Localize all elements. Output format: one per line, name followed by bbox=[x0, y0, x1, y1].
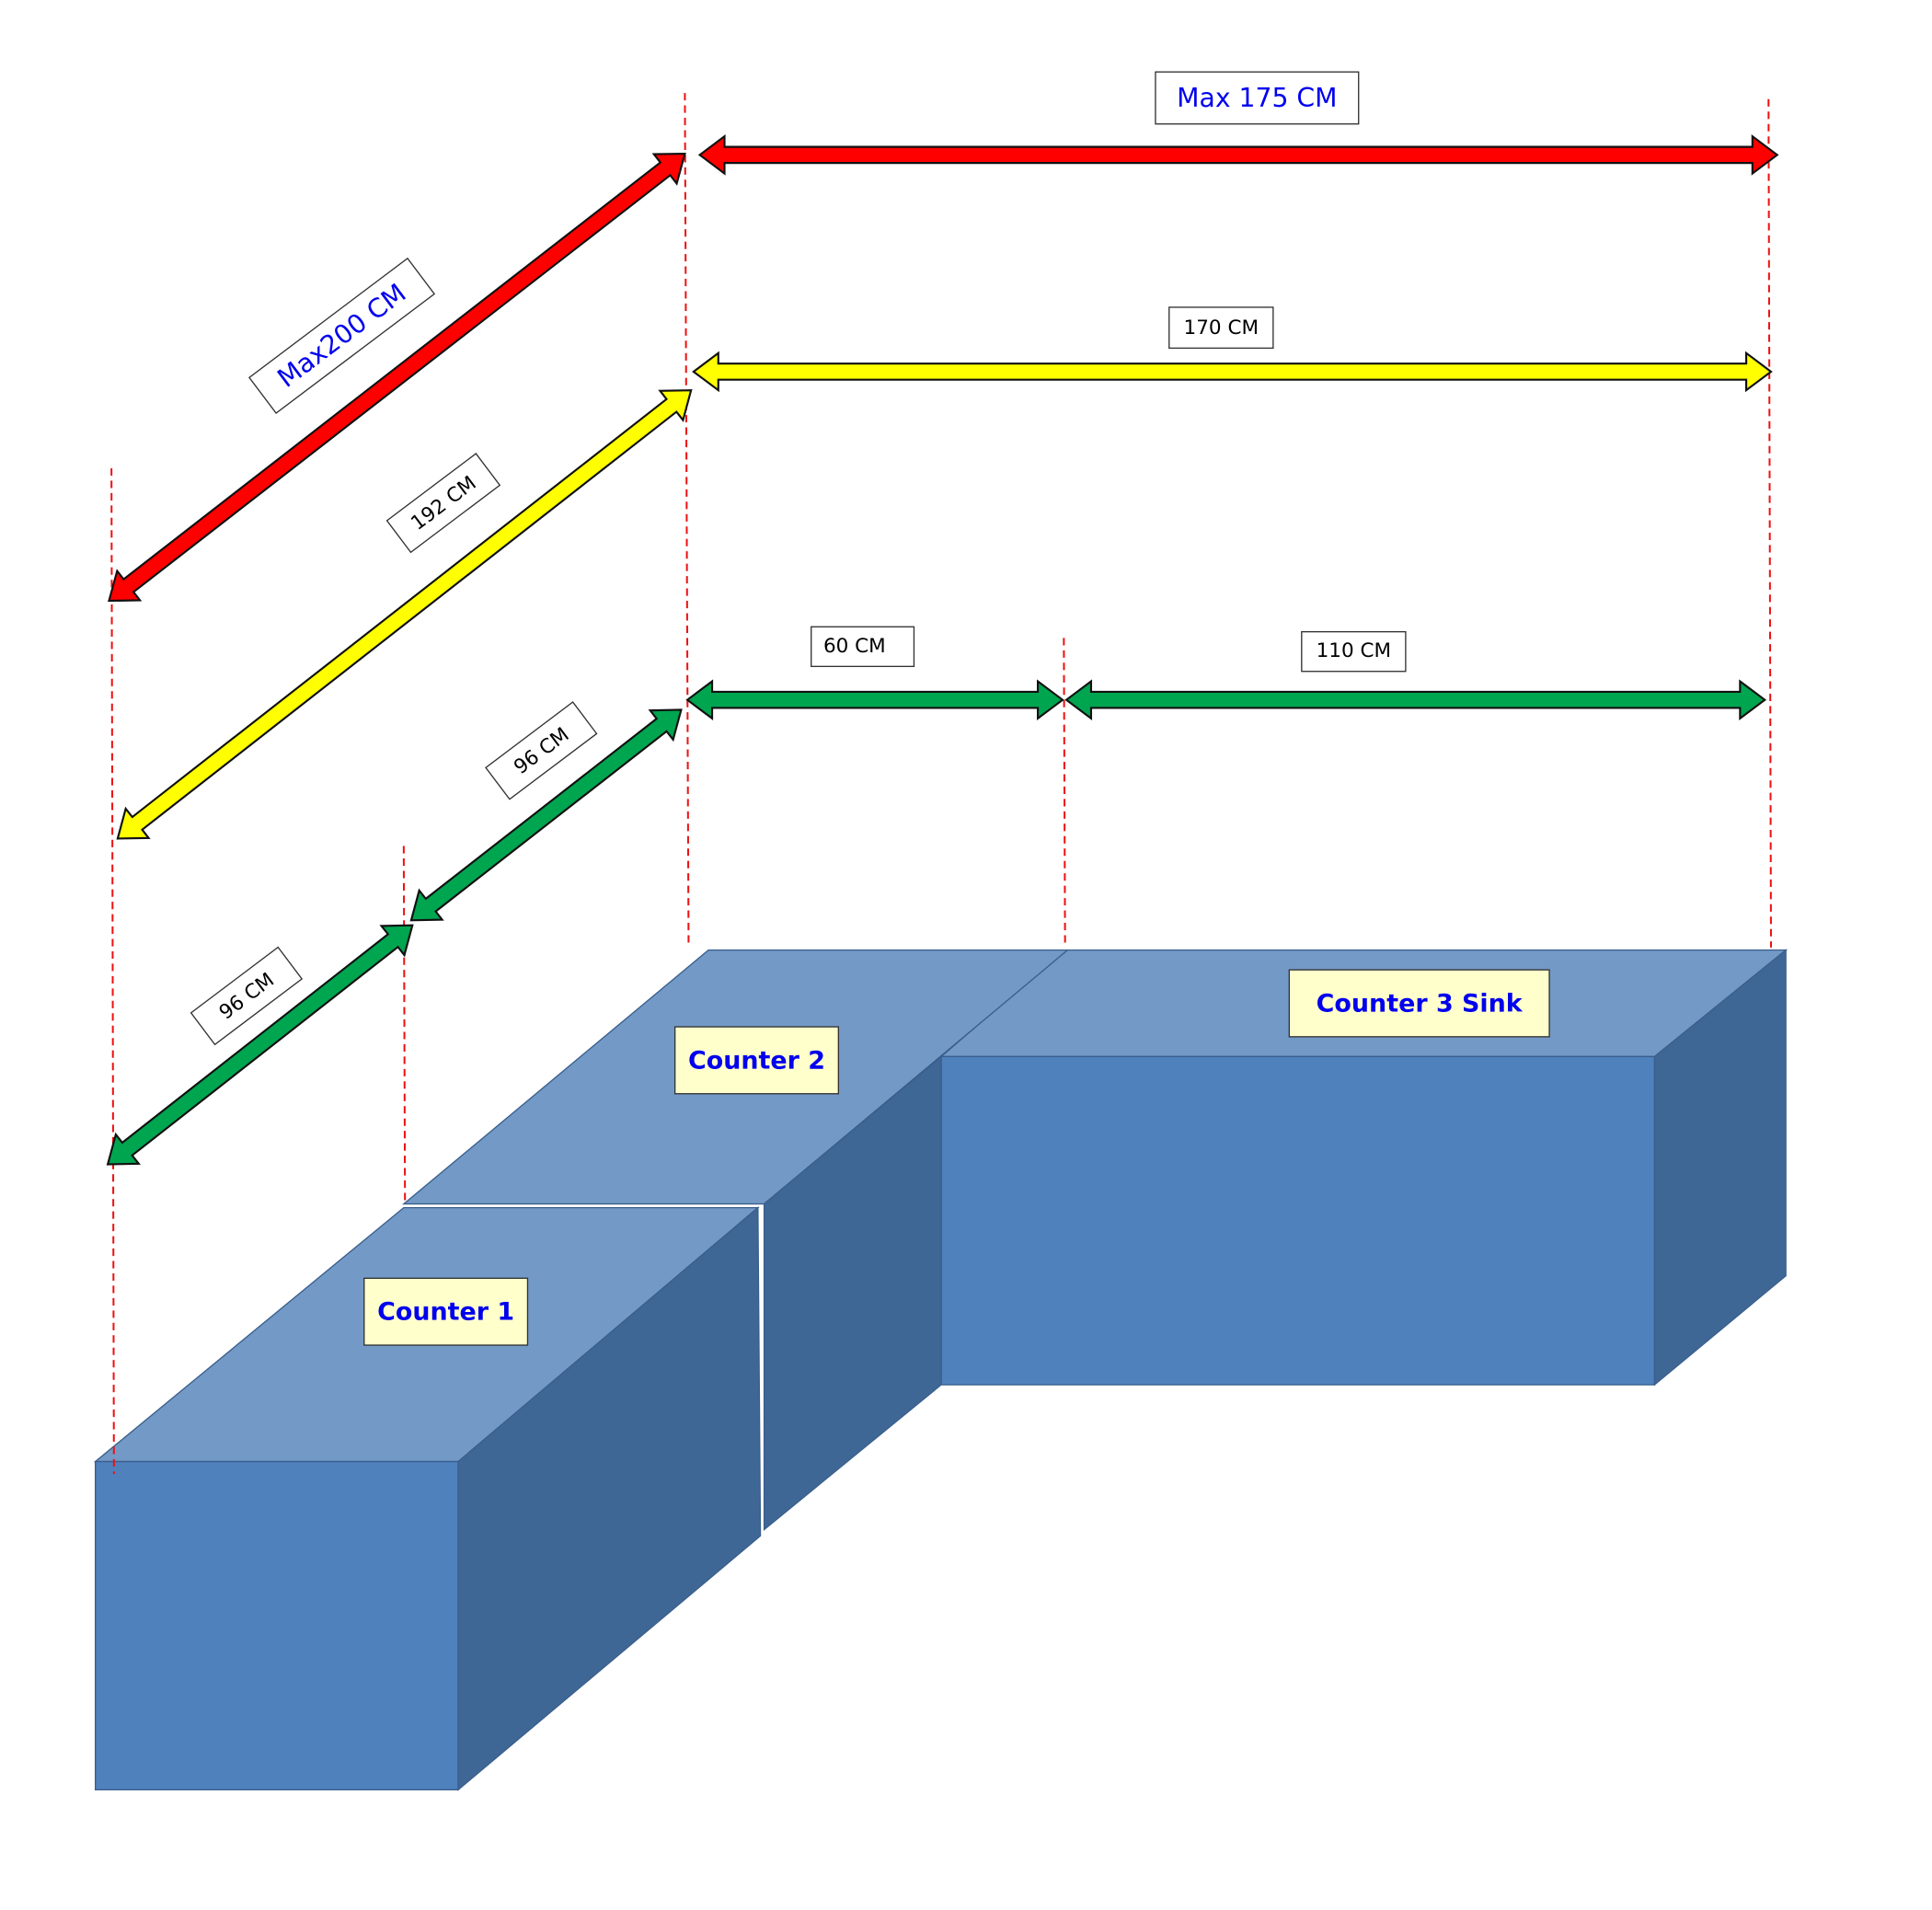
dimension-label: 170 CM bbox=[1168, 306, 1274, 350]
guide-line bbox=[110, 467, 115, 1475]
counter-2-side bbox=[763, 1054, 942, 1532]
dimension-label: 60 CM bbox=[811, 626, 915, 668]
arrow bbox=[108, 152, 686, 603]
arrow bbox=[409, 708, 683, 922]
counter-label: Counter 1 bbox=[363, 1277, 529, 1346]
label-text: 60 CM bbox=[823, 635, 886, 658]
dimension-label: 110 CM bbox=[1301, 630, 1407, 673]
label-text: Max 175 CM bbox=[1177, 83, 1337, 113]
counter-3-side bbox=[1653, 949, 1787, 1386]
counter-name: Counter 2 bbox=[688, 1046, 825, 1075]
dimension-label: Max 175 CM bbox=[1155, 71, 1360, 125]
counter-1-front bbox=[94, 1460, 459, 1790]
arrow bbox=[697, 134, 1779, 176]
arrow bbox=[685, 679, 1064, 721]
arrow bbox=[1064, 679, 1767, 721]
arrow bbox=[692, 351, 1773, 393]
counter-label: Counter 3 Sink bbox=[1288, 969, 1550, 1038]
label-text: 110 CM bbox=[1317, 639, 1392, 662]
counter-label: Counter 2 bbox=[673, 1026, 840, 1095]
guide-line bbox=[684, 93, 690, 948]
counter-3-front bbox=[940, 1055, 1656, 1386]
arrow bbox=[116, 389, 693, 840]
counter-1-side bbox=[457, 1206, 762, 1791]
guide-line bbox=[402, 846, 407, 1202]
counter-name: Counter 3 Sink bbox=[1317, 989, 1524, 1018]
guide-line bbox=[1767, 98, 1773, 948]
counter-name: Counter 1 bbox=[377, 1298, 514, 1327]
label-text: 170 CM bbox=[1184, 316, 1259, 339]
arrow bbox=[106, 924, 414, 1166]
